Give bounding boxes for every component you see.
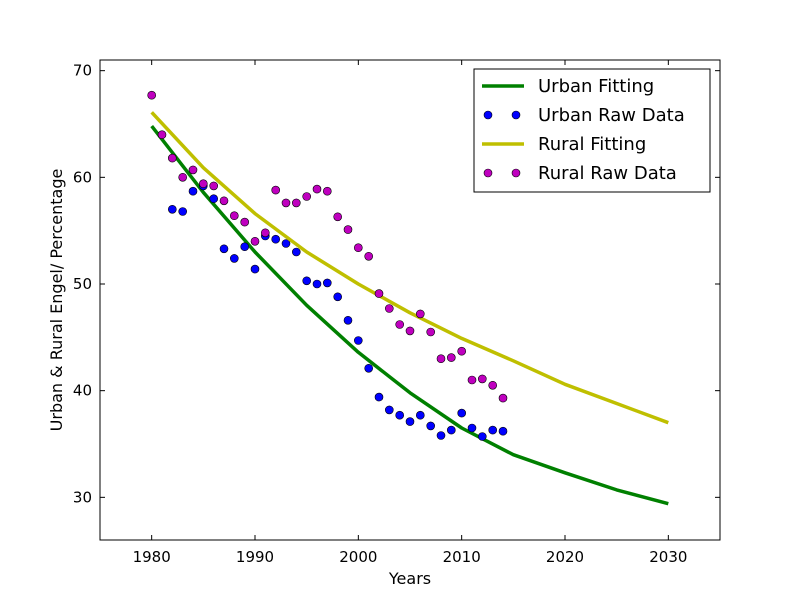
- legend-marker-swatch: [483, 110, 493, 120]
- data-point: [384, 304, 394, 313]
- data-point: [230, 211, 239, 220]
- legend-label: Urban Fitting: [538, 76, 654, 97]
- data-point: [219, 244, 229, 254]
- data-point: [477, 374, 487, 384]
- data-point: [168, 153, 177, 163]
- x-tick-label: 2030: [649, 548, 687, 566]
- data-point: [457, 408, 467, 418]
- y-tick-label: 70: [73, 62, 92, 80]
- data-point: [477, 432, 487, 441]
- data-point: [446, 425, 456, 435]
- data-point: [353, 336, 363, 345]
- y-tick-label: 50: [73, 275, 92, 293]
- x-tick-label: 2020: [546, 548, 584, 566]
- data-point: [209, 194, 218, 203]
- data-point: [302, 192, 312, 201]
- data-point: [364, 251, 374, 261]
- data-point: [271, 234, 281, 244]
- data-point: [260, 228, 270, 238]
- data-point: [322, 186, 332, 196]
- data-point: [333, 212, 343, 222]
- y-tick-label: 40: [73, 382, 92, 400]
- data-point: [333, 292, 343, 302]
- data-point: [178, 207, 187, 216]
- data-point: [415, 410, 425, 420]
- data-point: [271, 185, 281, 195]
- data-point: [426, 327, 436, 337]
- data-point: [240, 242, 249, 251]
- data-point: [312, 279, 322, 289]
- data-point: [384, 405, 394, 415]
- legend-label: Rural Raw Data: [538, 163, 677, 184]
- x-tick-label: 1980: [133, 548, 171, 566]
- data-point: [188, 165, 198, 175]
- data-point: [426, 421, 436, 431]
- data-point: [250, 237, 260, 246]
- x-tick-label: 2000: [339, 548, 377, 566]
- data-point: [364, 363, 374, 373]
- legend-marker-swatch: [511, 110, 521, 120]
- y-axis-label: Urban & Rural Engel/ Percentage: [47, 169, 66, 432]
- data-point: [312, 184, 322, 194]
- data-point: [467, 423, 477, 433]
- data-point: [281, 239, 291, 248]
- series-line-2: [150, 111, 669, 425]
- data-point: [405, 417, 415, 426]
- data-point: [219, 196, 229, 206]
- data-point: [467, 375, 477, 385]
- data-point: [230, 254, 239, 263]
- data-point: [291, 198, 301, 208]
- data-point: [395, 320, 405, 329]
- plot-area: [147, 90, 669, 506]
- data-point: [178, 173, 187, 182]
- legend-label: Urban Raw Data: [538, 105, 685, 126]
- data-point: [353, 243, 363, 252]
- data-point: [488, 380, 498, 390]
- data-point: [436, 354, 446, 364]
- data-point: [157, 130, 167, 139]
- data-point: [374, 289, 384, 298]
- data-point: [436, 431, 446, 440]
- y-tick-label: 30: [73, 488, 92, 506]
- data-point: [374, 392, 384, 402]
- data-point: [446, 353, 456, 362]
- y-tick-label: 60: [73, 168, 92, 186]
- data-point: [199, 179, 208, 188]
- legend: Urban Fitting Urban Raw Data Rural Fitting…: [473, 68, 711, 193]
- data-point: [498, 393, 508, 403]
- x-tick-label: 2010: [443, 548, 481, 566]
- legend-marker-swatch: [511, 168, 521, 178]
- data-point: [250, 264, 260, 274]
- legend-label: Rural Fitting: [538, 134, 646, 155]
- x-tick-label: 1990: [236, 548, 274, 566]
- data-point: [281, 198, 291, 208]
- data-point: [415, 309, 425, 319]
- data-point: [457, 346, 467, 356]
- data-point: [147, 90, 156, 100]
- data-point: [322, 278, 332, 288]
- data-point: [498, 426, 508, 436]
- x-axis-label: Years: [388, 569, 431, 588]
- data-point: [343, 225, 353, 234]
- axis-ticks: 1980 1990 2000 2010 2020 2030 30 40 50 60 70: [73, 60, 720, 566]
- series-line-0: [150, 125, 669, 506]
- data-point: [291, 247, 301, 257]
- data-point: [168, 205, 177, 214]
- axes-frame: [99, 59, 721, 541]
- data-point: [395, 410, 405, 420]
- data-point: [343, 315, 353, 325]
- data-point: [188, 186, 198, 196]
- data-point: [240, 217, 249, 227]
- data-point: [405, 326, 415, 336]
- legend-marker-swatch: [483, 168, 493, 178]
- data-point: [488, 425, 498, 435]
- data-point: [209, 181, 218, 191]
- data-point: [302, 276, 312, 286]
